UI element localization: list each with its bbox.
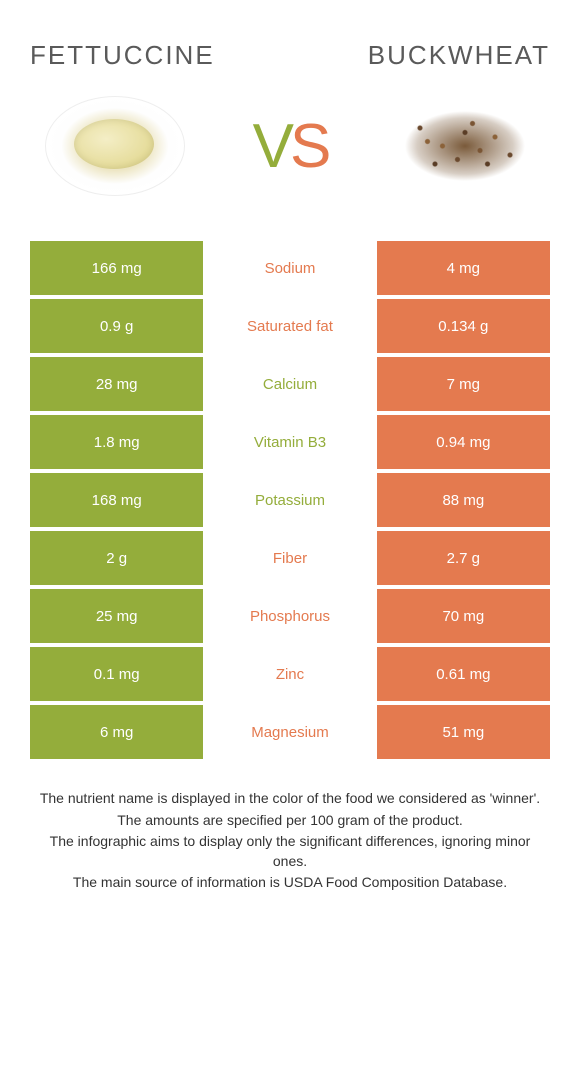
table-row: 166 mgSodium4 mg: [30, 241, 550, 295]
left-food-image: [40, 91, 190, 201]
table-row: 25 mgPhosphorus70 mg: [30, 589, 550, 643]
right-value-cell: 0.61 mg: [377, 647, 550, 701]
left-food-title: FETTUCCINE: [30, 40, 215, 71]
left-value-cell: 0.9 g: [30, 299, 203, 353]
nutrient-label-cell: Zinc: [203, 647, 376, 701]
footer-line: The nutrient name is displayed in the co…: [35, 789, 545, 809]
right-value-cell: 2.7 g: [377, 531, 550, 585]
nutrient-label-cell: Potassium: [203, 473, 376, 527]
footer-notes: The nutrient name is displayed in the co…: [30, 789, 550, 893]
nutrient-label-cell: Magnesium: [203, 705, 376, 759]
right-value-cell: 0.94 mg: [377, 415, 550, 469]
right-value-cell: 7 mg: [377, 357, 550, 411]
left-value-cell: 28 mg: [30, 357, 203, 411]
vs-s-letter: S: [290, 112, 327, 181]
header: FETTUCCINE BUCKWHEAT: [30, 40, 550, 71]
footer-line: The main source of information is USDA F…: [35, 873, 545, 893]
right-value-cell: 4 mg: [377, 241, 550, 295]
nutrient-table: 166 mgSodium4 mg0.9 gSaturated fat0.134 …: [30, 241, 550, 759]
left-value-cell: 168 mg: [30, 473, 203, 527]
left-value-cell: 25 mg: [30, 589, 203, 643]
table-row: 2 gFiber2.7 g: [30, 531, 550, 585]
table-row: 168 mgPotassium88 mg: [30, 473, 550, 527]
footer-line: The amounts are specified per 100 gram o…: [35, 811, 545, 831]
right-food-image: [390, 91, 540, 201]
right-value-cell: 51 mg: [377, 705, 550, 759]
left-value-cell: 6 mg: [30, 705, 203, 759]
fettuccine-plate-icon: [45, 96, 185, 196]
nutrient-label-cell: Calcium: [203, 357, 376, 411]
table-row: 1.8 mgVitamin B30.94 mg: [30, 415, 550, 469]
left-value-cell: 2 g: [30, 531, 203, 585]
right-value-cell: 0.134 g: [377, 299, 550, 353]
nutrient-label-cell: Vitamin B3: [203, 415, 376, 469]
nutrient-label-cell: Phosphorus: [203, 589, 376, 643]
nutrient-label-cell: Fiber: [203, 531, 376, 585]
vs-row: VS: [30, 91, 550, 201]
right-value-cell: 88 mg: [377, 473, 550, 527]
left-value-cell: 1.8 mg: [30, 415, 203, 469]
table-row: 0.9 gSaturated fat0.134 g: [30, 299, 550, 353]
vs-v-letter: V: [253, 112, 290, 181]
table-row: 28 mgCalcium7 mg: [30, 357, 550, 411]
nutrient-label-cell: Saturated fat: [203, 299, 376, 353]
table-row: 0.1 mgZinc0.61 mg: [30, 647, 550, 701]
right-food-title: BUCKWHEAT: [368, 40, 550, 71]
nutrient-label-cell: Sodium: [203, 241, 376, 295]
right-value-cell: 70 mg: [377, 589, 550, 643]
left-value-cell: 166 mg: [30, 241, 203, 295]
footer-line: The infographic aims to display only the…: [35, 832, 545, 871]
buckwheat-grains-icon: [390, 101, 540, 191]
left-value-cell: 0.1 mg: [30, 647, 203, 701]
table-row: 6 mgMagnesium51 mg: [30, 705, 550, 759]
vs-label: VS: [253, 111, 328, 182]
